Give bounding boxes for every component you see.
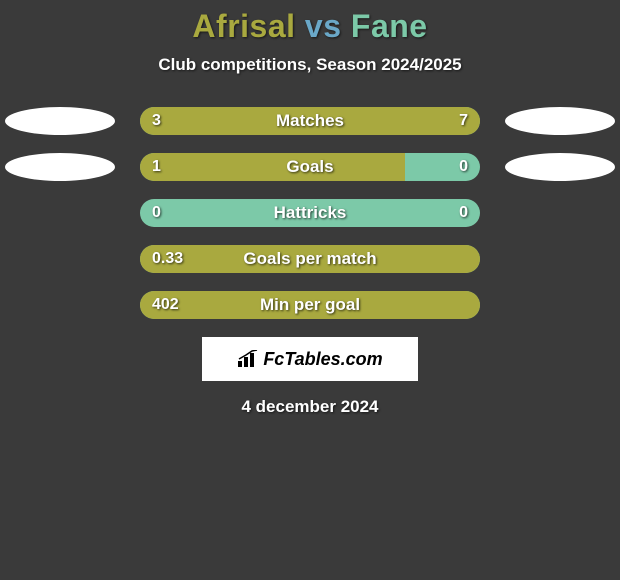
stat-value-left: 0.33 — [152, 245, 183, 273]
stat-row: Hattricks0 0 — [0, 199, 620, 227]
stat-value-left: 1 — [152, 153, 161, 181]
stat-value-right: 7 — [459, 107, 468, 135]
stat-value-right: 0 — [459, 199, 468, 227]
player2-ellipse — [505, 107, 615, 135]
stat-row: Goals1 0 — [0, 153, 620, 181]
stat-bar: Matches3 7 — [140, 107, 480, 135]
player1-ellipse — [5, 107, 115, 135]
stat-value-left: 3 — [152, 107, 161, 135]
stat-label: Goals per match — [140, 245, 480, 273]
logo: FcTables.com — [237, 349, 382, 370]
stat-label: Min per goal — [140, 291, 480, 319]
stat-label: Hattricks — [140, 199, 480, 227]
stat-bar: Min per goal402 — [140, 291, 480, 319]
stat-value-right: 0 — [459, 153, 468, 181]
comparison-infographic: Afrisal vs Fane Club competitions, Seaso… — [0, 0, 620, 580]
stats-container: Matches37Goals10Hattricks00Goals per mat… — [0, 107, 620, 319]
player1-ellipse — [5, 153, 115, 181]
page-title: Afrisal vs Fane — [0, 8, 620, 45]
vs-text: vs — [305, 8, 342, 44]
stat-row: Min per goal402 — [0, 291, 620, 319]
stat-value-left: 402 — [152, 291, 179, 319]
subtitle: Club competitions, Season 2024/2025 — [0, 55, 620, 75]
stat-bar: Goals per match0.33 — [140, 245, 480, 273]
stat-row: Matches3 7 — [0, 107, 620, 135]
player2-ellipse — [505, 153, 615, 181]
player1-name: Afrisal — [192, 8, 295, 44]
logo-box: FcTables.com — [202, 337, 418, 381]
stat-label: Matches — [140, 107, 480, 135]
stat-row: Goals per match0.33 — [0, 245, 620, 273]
stat-value-left: 0 — [152, 199, 161, 227]
stat-bar: Goals1 0 — [140, 153, 480, 181]
player2-name: Fane — [351, 8, 428, 44]
chart-icon — [237, 350, 259, 368]
date: 4 december 2024 — [0, 397, 620, 417]
stat-bar: Hattricks0 0 — [140, 199, 480, 227]
logo-text: FcTables.com — [263, 349, 382, 370]
stat-label: Goals — [140, 153, 480, 181]
